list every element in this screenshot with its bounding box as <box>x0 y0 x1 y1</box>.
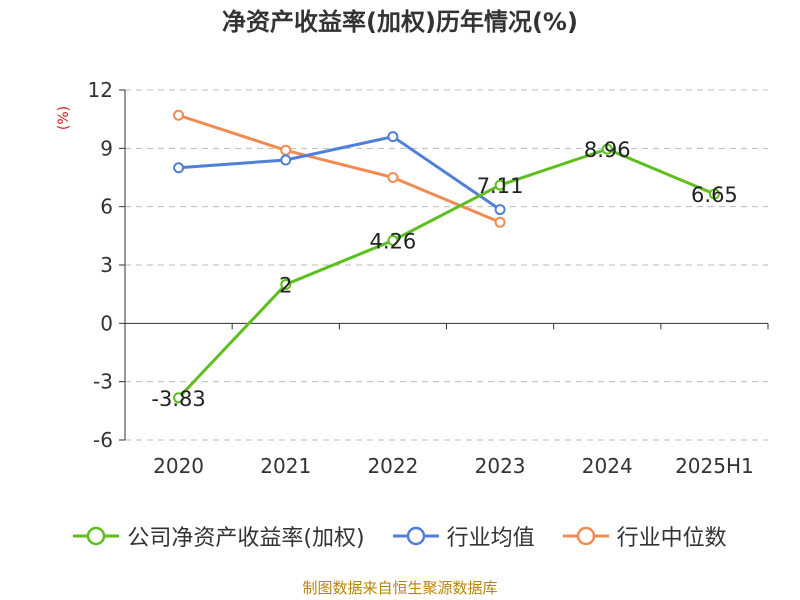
data-point <box>494 179 506 191</box>
legend-label: 行业中位数 <box>616 526 727 551</box>
data-point <box>387 235 399 246</box>
legend-line-marker-icon <box>73 526 120 546</box>
data-point <box>494 204 506 216</box>
line-chart: 12 9 6 3 0 -3 -6 2020 2021 2022 2023 2024 2025H1 -3.8… <box>88 78 769 478</box>
series-line <box>178 135 501 211</box>
data-label: 2 <box>279 273 292 297</box>
data-label: 4.26 <box>370 230 417 254</box>
data-label: 7.11 <box>477 174 524 198</box>
legend-label: 公司净资产收益率(加权) <box>127 526 365 551</box>
data-point <box>280 144 292 156</box>
x-tick-label: 2024 <box>582 454 633 478</box>
data-point <box>173 109 185 121</box>
data-source: 制图数据来自恒生聚源数据库 <box>302 579 498 597</box>
data-point <box>173 392 185 404</box>
data-label: 6.65 <box>691 183 738 207</box>
legend-line-marker-icon <box>562 526 609 546</box>
x-tick-label: 2020 <box>153 454 204 478</box>
data-point <box>387 172 399 183</box>
y-tick-label: 6 <box>100 195 113 219</box>
series-line <box>178 113 501 224</box>
y-tick-label: 9 <box>100 136 113 160</box>
y-tick-label: 12 <box>88 78 113 102</box>
data-label: -3.83 <box>151 387 205 411</box>
data-point <box>601 143 613 155</box>
x-tick-label: 2025H1 <box>675 454 754 478</box>
y-tick-label: -3 <box>93 370 113 394</box>
x-tick-label: 2023 <box>475 454 526 478</box>
data-point <box>173 162 185 174</box>
data-point <box>708 188 720 200</box>
y-tick-label: -6 <box>93 428 113 452</box>
series-line <box>177 147 715 399</box>
legend-line-marker-icon <box>392 526 439 546</box>
y-tick-label: 0 <box>100 311 113 335</box>
legend-item-company-roe[interactable]: 公司净资产收益率(加权) <box>73 520 365 552</box>
x-tick-label: 2022 <box>367 454 418 478</box>
x-tick-label: 2021 <box>260 454 311 478</box>
legend-label: 行业均值 <box>446 526 535 551</box>
data-point <box>280 278 292 290</box>
data-point <box>280 154 292 166</box>
data-label: 8.96 <box>584 138 631 162</box>
legend-item-industry-median[interactable]: 行业中位数 <box>562 520 727 552</box>
legend-item-industry-mean[interactable]: 行业均值 <box>392 520 535 552</box>
data-point <box>494 216 506 228</box>
legend: 公司净资产收益率(加权) 行业均值 行业中位数 <box>0 520 800 552</box>
chart-title: 净资产收益率(加权)历年情况(%) <box>222 8 578 36</box>
y-tick-label: 3 <box>100 253 113 277</box>
data-point <box>387 131 399 143</box>
